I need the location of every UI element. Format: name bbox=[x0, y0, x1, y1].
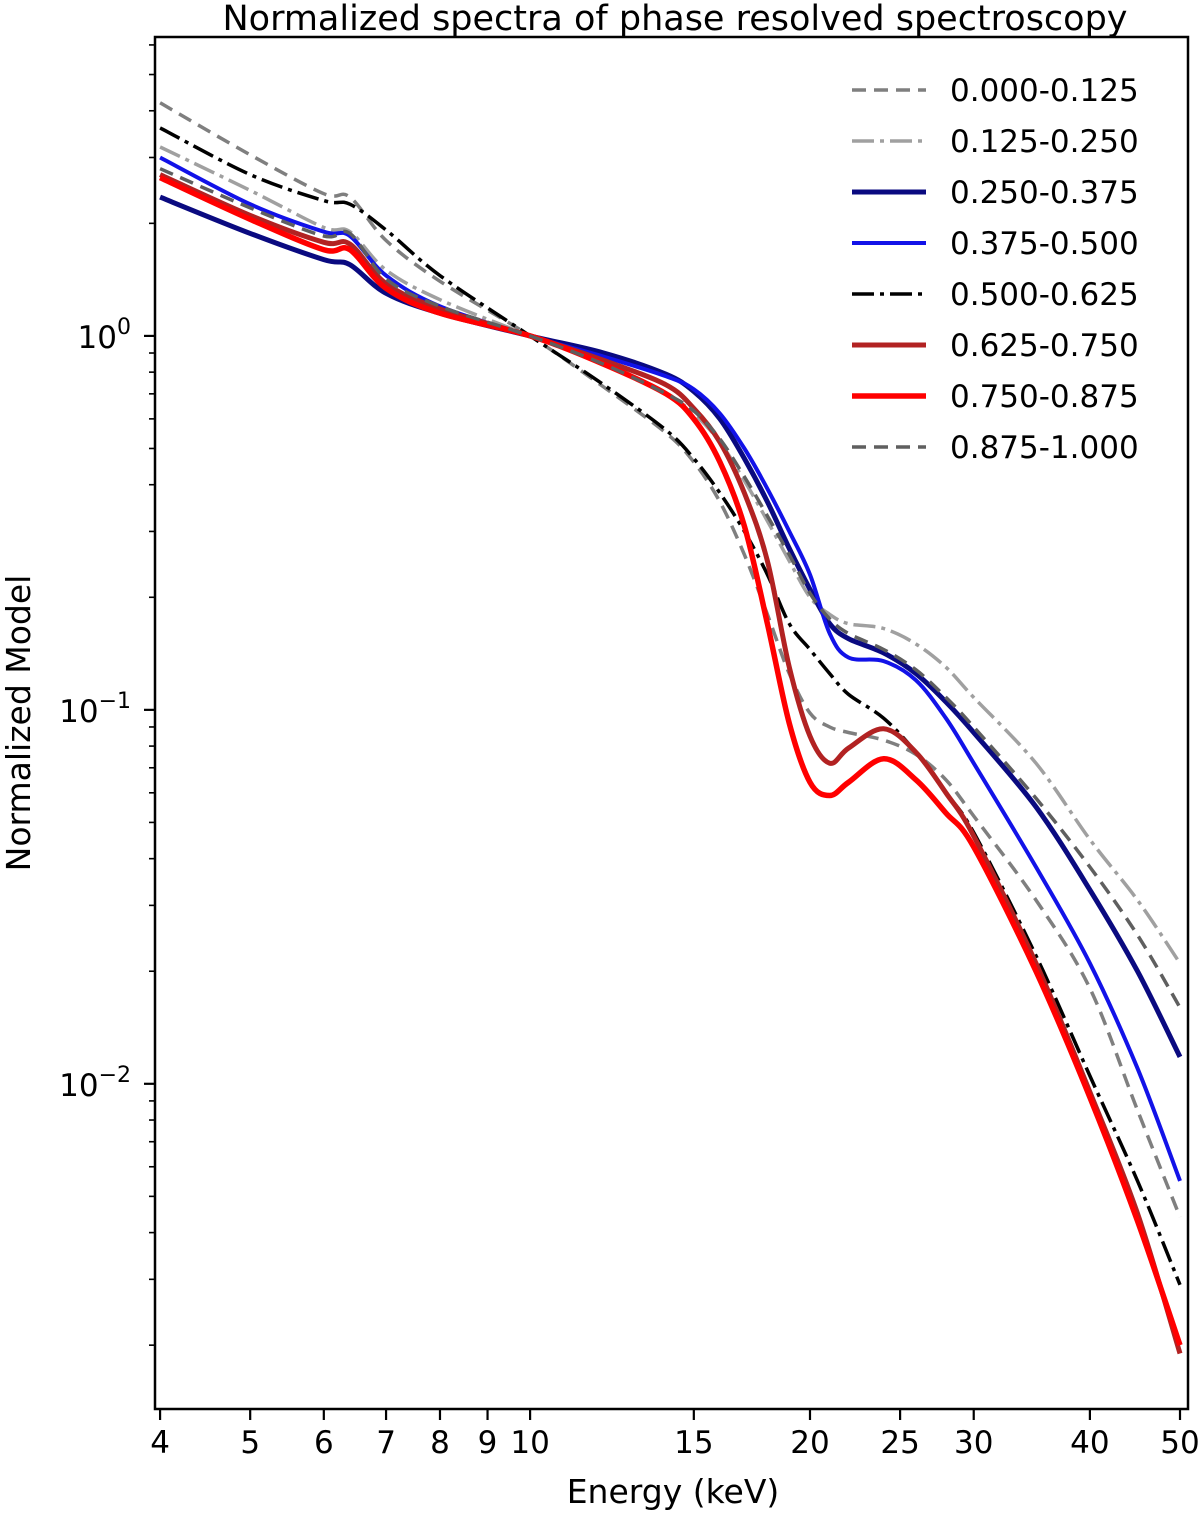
legend-label-6: 0.750-0.875 bbox=[950, 379, 1139, 415]
legend: 0.000-0.125 0.125-0.250 0.250-0.375 0.375-0… bbox=[852, 73, 1139, 466]
legend-label-3: 0.375-0.500 bbox=[950, 226, 1139, 262]
series-line-6 bbox=[158, 175, 1183, 1347]
x-tick-label: 7 bbox=[376, 1425, 396, 1461]
series-line-1 bbox=[159, 145, 1182, 965]
y-tick-exponent: 0 bbox=[117, 315, 131, 340]
y-tick-base: 10 bbox=[59, 1068, 98, 1104]
x-tick-label: 6 bbox=[314, 1425, 334, 1461]
legend-label-7: 0.875-1.000 bbox=[950, 430, 1139, 466]
x-tick-label: 25 bbox=[880, 1425, 919, 1461]
y-tick-label: 10−1 bbox=[59, 689, 131, 730]
series-line-2 bbox=[159, 194, 1183, 1059]
x-tick-label: 50 bbox=[1160, 1425, 1199, 1461]
y-tick-label: 10−2 bbox=[59, 1063, 131, 1104]
y-tick-exponent: −1 bbox=[99, 689, 131, 714]
series-line-0 bbox=[159, 101, 1182, 1218]
x-tick-label: 30 bbox=[954, 1425, 993, 1461]
x-tick-label: 40 bbox=[1070, 1425, 1109, 1461]
x-tick-label: 10 bbox=[510, 1425, 549, 1461]
legend-label-2: 0.250-0.375 bbox=[950, 175, 1139, 211]
series-line-7 bbox=[159, 167, 1182, 1009]
y-tick-exponent: −2 bbox=[99, 1063, 131, 1088]
x-tick-label: 15 bbox=[674, 1425, 713, 1461]
y-axis-label: Normalized Model bbox=[0, 575, 38, 872]
y-tick-label: 100 bbox=[78, 315, 131, 356]
series-line-5 bbox=[159, 172, 1183, 1355]
legend-label-4: 0.500-0.625 bbox=[950, 277, 1139, 313]
legend-label-1: 0.125-0.250 bbox=[950, 124, 1139, 160]
y-tick-base: 10 bbox=[78, 320, 117, 356]
x-axis-label: Energy (keV) bbox=[567, 1472, 780, 1511]
x-tick-label: 5 bbox=[240, 1425, 260, 1461]
series-line-3 bbox=[159, 155, 1182, 1182]
plot-frame bbox=[153, 35, 1190, 1411]
legend-label-0: 0.000-0.125 bbox=[950, 73, 1139, 109]
x-tick-label: 4 bbox=[150, 1425, 170, 1461]
x-tick-label: 8 bbox=[430, 1425, 450, 1461]
x-tick-label: 20 bbox=[790, 1425, 829, 1461]
y-tick-base: 10 bbox=[59, 694, 98, 730]
chart-title: Normalized spectra of phase resolved spe… bbox=[222, 0, 1127, 39]
x-tick-label: 9 bbox=[478, 1425, 498, 1461]
series-lines bbox=[158, 101, 1183, 1355]
legend-label-5: 0.625-0.750 bbox=[950, 328, 1139, 364]
